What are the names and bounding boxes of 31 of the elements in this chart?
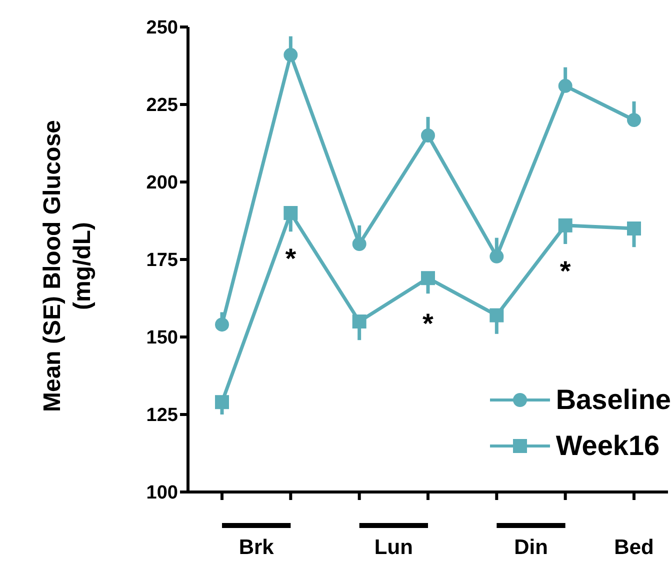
y-tick-label: 125 — [146, 405, 178, 426]
y-axis-title: Mean (SE) Blood Glucose (mg/dL) — [39, 120, 96, 412]
legend-label: Baseline — [556, 384, 671, 416]
text: Lun — [374, 536, 413, 559]
y-tick-label: 175 — [146, 250, 178, 272]
text: Brk — [238, 536, 274, 559]
point — [421, 128, 435, 142]
annotation: * — [285, 242, 296, 274]
point — [627, 222, 641, 236]
annotation: * — [560, 255, 571, 286]
y-tick-label: 225 — [146, 95, 178, 116]
point — [284, 206, 298, 220]
point — [558, 78, 572, 93]
point — [490, 249, 504, 264]
point — [215, 318, 229, 332]
point — [421, 271, 435, 286]
point — [284, 48, 298, 62]
y-tick-label: 250 — [146, 18, 178, 39]
legend-label: Week16 — [556, 430, 660, 462]
point — [490, 308, 504, 322]
point — [352, 314, 366, 328]
point — [558, 218, 572, 232]
point — [627, 113, 641, 127]
annotation: * — [422, 308, 434, 340]
text: Din — [514, 536, 548, 559]
y-tick-label: 150 — [146, 328, 178, 349]
y-tick-label: 100 — [146, 482, 178, 504]
text: Bed — [614, 536, 654, 559]
y-tick-label: 200 — [146, 172, 178, 194]
point — [352, 237, 366, 251]
point — [215, 395, 229, 410]
